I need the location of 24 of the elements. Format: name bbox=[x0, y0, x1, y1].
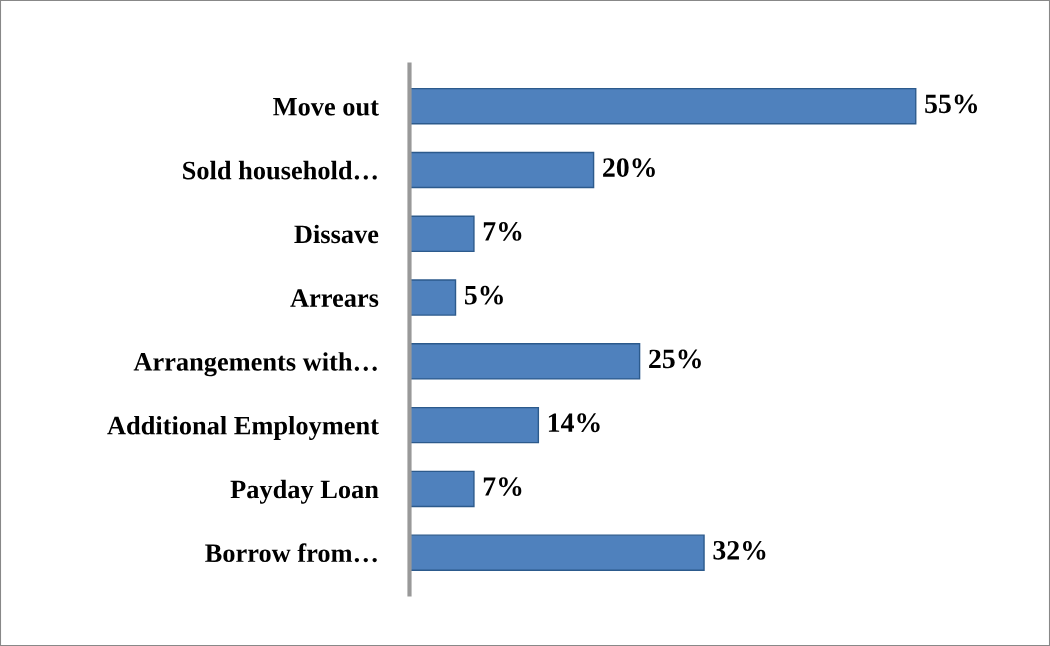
bar bbox=[409, 151, 595, 189]
data-label: 55% bbox=[925, 94, 978, 114]
y-tick-label: Sold household… bbox=[183, 160, 377, 180]
bar bbox=[409, 534, 705, 571]
data-label: 20% bbox=[603, 158, 655, 178]
data-label: 7% bbox=[483, 477, 522, 496]
data-label: 14% bbox=[548, 413, 600, 433]
bar bbox=[409, 470, 475, 508]
y-tick-label: Arrears bbox=[290, 289, 379, 307]
bar bbox=[409, 343, 641, 380]
data-label: 32% bbox=[713, 540, 766, 560]
y-tick-label: Additional Employment bbox=[107, 415, 379, 440]
bar bbox=[409, 279, 457, 316]
data-label: 7% bbox=[483, 221, 522, 241]
y-tick-label: Payday Loan bbox=[230, 479, 379, 504]
y-tick-label: Dissave bbox=[294, 224, 379, 244]
bar bbox=[409, 406, 540, 444]
bar bbox=[409, 215, 475, 253]
y-tick-label: Move out bbox=[273, 98, 379, 116]
y-tick-label: Arrangements with… bbox=[133, 352, 377, 377]
y-tick-label: Borrow from… bbox=[205, 543, 377, 563]
bar bbox=[409, 87, 917, 125]
data-label: 25% bbox=[649, 349, 701, 369]
data-label: 5% bbox=[464, 285, 503, 305]
